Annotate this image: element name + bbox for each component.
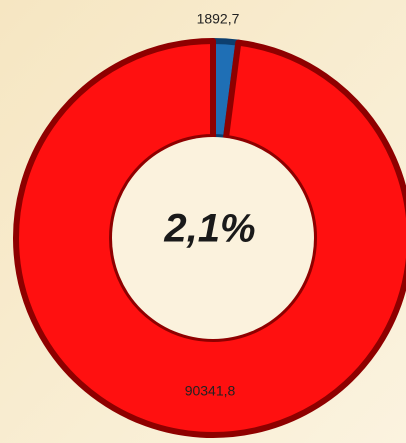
donut-hole (112, 137, 314, 339)
data-label: 90341,8 (185, 383, 236, 399)
center-label: 2,1% (163, 207, 255, 251)
data-label: 1892,7 (197, 11, 240, 27)
